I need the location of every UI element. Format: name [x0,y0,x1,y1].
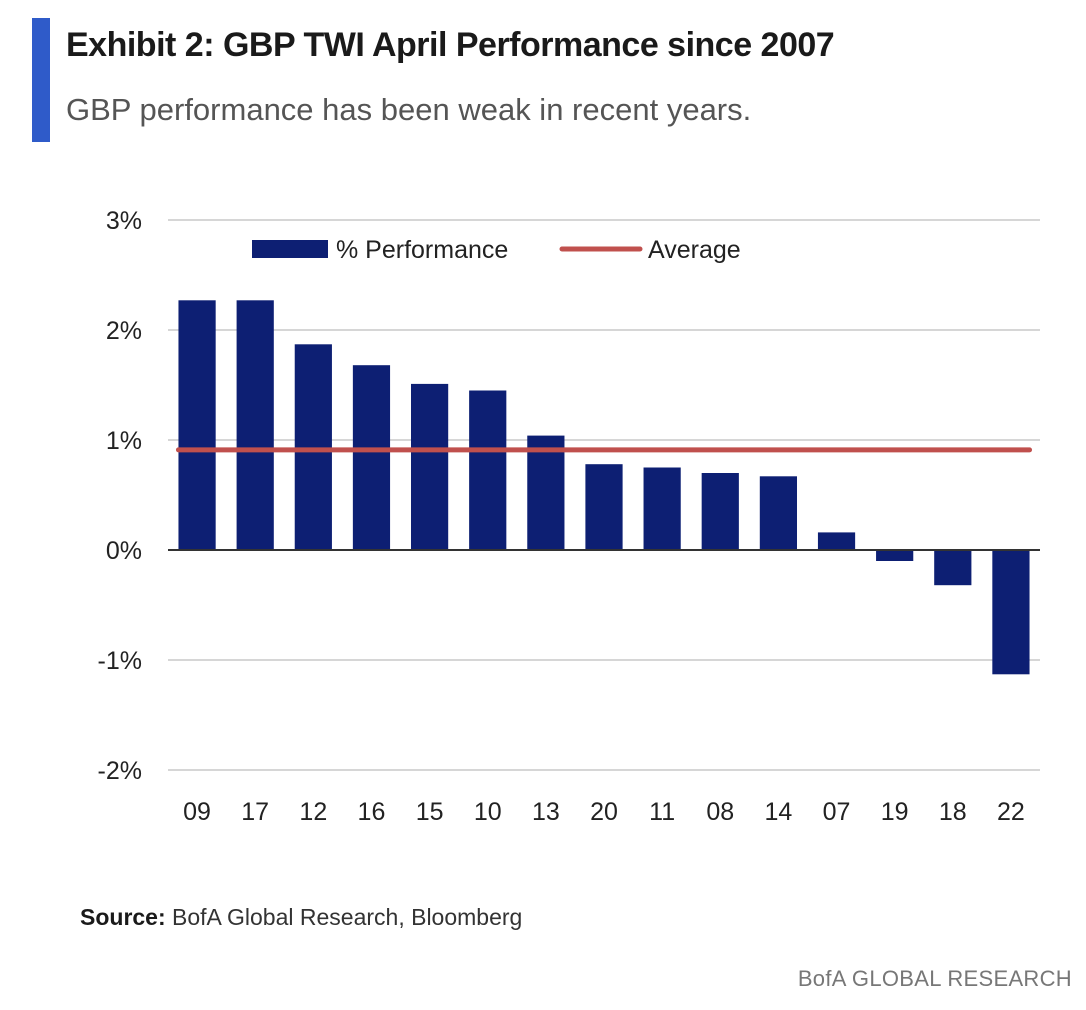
x-tick-label: 08 [706,798,734,826]
x-tick-label: 14 [764,798,792,826]
y-axis-ticks: 3% 2% 1% 0% -1% -2% [98,207,142,785]
x-tick-label: 22 [997,798,1025,826]
x-tick-label: 20 [590,798,618,826]
bar-chart: 3% 2% 1% 0% -1% -2% 09 17 12 16 15 10 13 20 11 08 14 07 1… [98,207,1040,826]
chart-title: Exhibit 2: GBP TWI April Performance sin… [66,26,835,64]
bar [469,390,507,550]
bar [410,383,449,550]
x-tick-label: 10 [474,798,502,826]
x-tick-label: 07 [823,798,851,826]
source-note: Source: BofA Global Research, Bloomberg [80,904,522,931]
legend-label-average: Average [648,236,741,264]
chart-subtitle: GBP performance has been weak in recent … [66,92,752,127]
bars [178,300,1030,675]
x-tick-label: 13 [532,798,560,826]
y-tick-label: -2% [98,757,142,785]
brand-footer: BofA GLOBAL RESEARCH [797,966,1072,991]
bar [817,532,856,550]
bar [876,550,914,561]
y-tick-label: 1% [106,427,142,455]
x-tick-label: 17 [241,798,269,826]
bar [178,300,216,550]
bar [585,464,623,550]
x-axis-ticks: 09 17 12 16 15 10 13 20 11 08 14 07 19 18 22 [183,798,1025,826]
bar [294,344,332,550]
bar [992,550,1030,675]
y-tick-label: 0% [106,537,142,565]
y-tick-label: -1% [98,647,142,675]
bar [236,300,274,550]
source-label: Source: [80,904,166,930]
title-accent-bar [32,18,50,142]
x-tick-label: 12 [299,798,327,826]
y-tick-label: 2% [106,317,142,345]
bar [701,473,739,550]
legend: % Performance Average [252,236,741,264]
bar [759,476,798,550]
x-tick-label: 11 [649,798,675,826]
x-tick-label: 15 [416,798,444,826]
bar [527,435,565,550]
x-tick-label: 18 [939,798,967,826]
x-tick-label: 19 [881,798,909,826]
legend-swatch-performance [252,240,328,258]
bar [352,365,391,550]
y-tick-label: 3% [106,207,142,235]
source-text: BofA Global Research, Bloomberg [172,904,523,930]
bar [934,550,972,586]
legend-label-performance: % Performance [336,236,508,264]
bar [643,467,681,550]
x-tick-label: 16 [358,798,386,826]
x-tick-label: 09 [183,798,211,826]
